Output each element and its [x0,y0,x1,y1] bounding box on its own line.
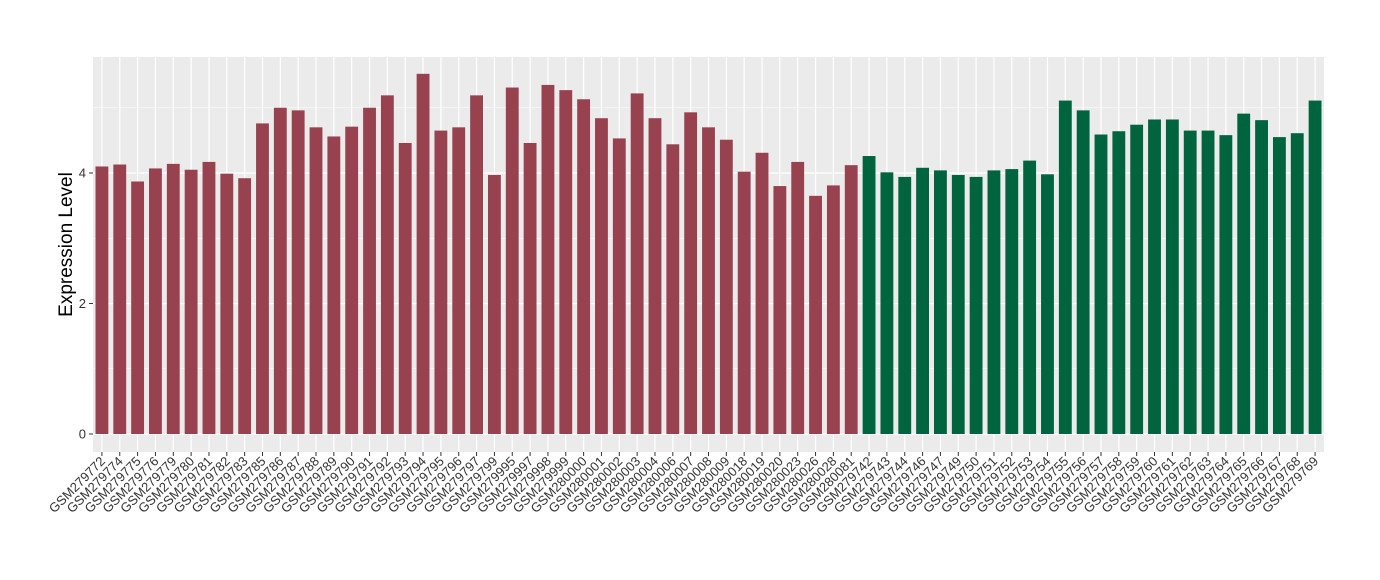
bar-GSM279787 [291,110,305,435]
bar-GSM280003 [630,93,644,435]
bar-GSM279783 [238,178,252,434]
bar-GSM279754 [1041,174,1054,434]
bar-GSM279749 [951,174,965,434]
bar-GSM279742 [862,156,876,434]
bar-GSM280018 [737,171,751,434]
bar-GSM279785 [256,123,269,434]
bar-GSM279746 [916,167,930,434]
bar-GSM279792 [380,95,394,434]
y-axis-title: Expression Level [56,172,77,317]
bar-GSM279751 [987,170,1001,434]
bar-GSM279779 [166,163,180,435]
bar-GSM279761 [1165,119,1179,435]
bar-GSM280006 [666,144,680,435]
bar-GSM279760 [1148,119,1161,435]
bar-GSM280026 [809,195,822,434]
bar-GSM279781 [202,161,216,434]
bar-GSM279759 [1130,124,1144,434]
bar-GSM280004 [648,118,662,434]
bar-GSM279789 [327,136,341,434]
bar-GSM280020 [773,186,787,434]
bar-GSM279772 [95,166,109,434]
bar-GSM280023 [791,161,805,434]
bar-GSM279755 [1058,100,1072,434]
bar-GSM279995 [505,87,519,435]
bar-GSM279788 [309,127,323,434]
bar-GSM279791 [363,107,376,434]
bar-GSM279796 [452,127,466,434]
bar-GSM279756 [1076,110,1090,435]
bar-GSM280019 [755,152,769,434]
bar-GSM279775 [131,181,145,434]
bar-GSM279753 [1023,160,1037,435]
bar-GSM280002 [612,138,626,435]
bar-GSM279763 [1201,130,1215,434]
bar-GSM279794 [416,73,430,434]
bar-GSM279799 [487,174,501,434]
bar-GSM279743 [880,172,894,434]
bar-GSM279782 [220,173,234,434]
bar-GSM279765 [1237,113,1251,434]
bar-GSM280009 [719,139,733,434]
bar-GSM279758 [1112,131,1126,435]
bar-GSM279768 [1290,133,1304,434]
bar-GSM280028 [826,185,840,434]
y-tick-label: 0 [79,427,86,442]
bar-GSM279776 [149,168,162,434]
y-tick-label: 2 [79,296,86,311]
bar-GSM279998 [541,84,555,434]
bar-GSM279757 [1094,134,1108,434]
bar-GSM279790 [345,126,359,435]
x-tick-labels: GSM279772GSM279774GSM279775GSM279776GSM2… [46,452,1321,516]
bar-GSM279795 [434,130,448,434]
bar-GSM279764 [1219,135,1233,434]
y-tick-label: 4 [79,166,86,181]
bar-GSM279762 [1183,130,1197,434]
axes: 0 2 4 [79,166,93,442]
bars [95,73,1322,435]
bar-GSM280000 [577,99,591,434]
bar-GSM280081 [844,165,858,435]
bar-GSM279769 [1308,100,1322,434]
bar-GSM279774 [113,164,127,434]
bar-GSM279750 [969,176,983,435]
bar-GSM279747 [934,170,947,434]
bar-GSM280001 [595,118,608,434]
bar-GSM279797 [470,95,483,434]
bar-GSM279793 [398,142,412,435]
bar-GSM279780 [184,169,198,435]
bar-GSM279999 [559,90,573,434]
bar-GSM279786 [273,107,287,434]
bar-GSM279744 [898,176,912,435]
bar-GSM279766 [1255,120,1268,435]
bar-GSM279997 [523,142,537,435]
bar-GSM280008 [702,127,715,434]
bar-GSM279767 [1272,137,1286,435]
bar-GSM280007 [684,112,698,434]
bar-GSM279752 [1005,169,1019,434]
